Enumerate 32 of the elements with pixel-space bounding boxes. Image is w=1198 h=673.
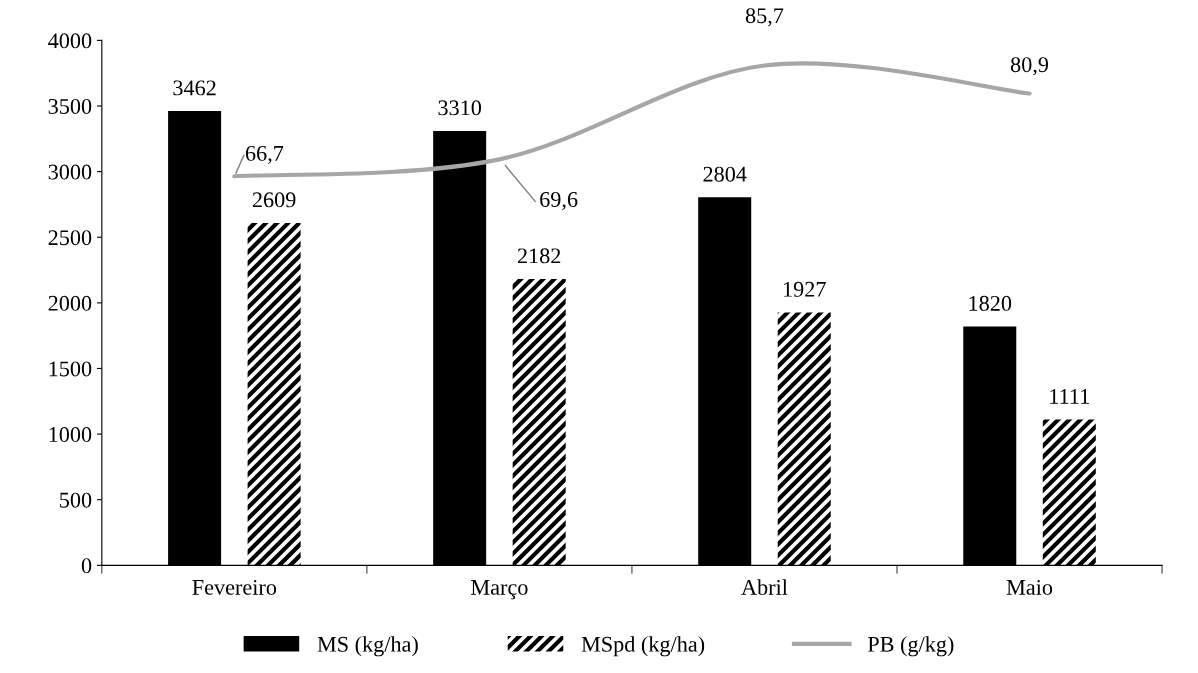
data-label: 2182	[517, 248, 561, 264]
y-tick-label: 1500	[49, 361, 92, 377]
data-label: 69,6	[540, 191, 578, 211]
x-tick-label: Maio	[1006, 579, 1053, 595]
y-tick-label: 3500	[48, 98, 92, 114]
y-tick-label: 2000	[48, 295, 92, 311]
y-tick-label: 0	[81, 558, 92, 574]
x-tick-label: Fevereiro	[192, 579, 277, 595]
bar	[1042, 419, 1096, 566]
data-label: 2609	[252, 192, 296, 208]
data-label: 1111	[1050, 389, 1089, 404]
bar	[777, 312, 831, 566]
x-tick-label: Março	[471, 580, 528, 600]
bar	[247, 222, 301, 566]
y-tick-label: 3000	[48, 164, 92, 180]
y-tick-label: 1000	[49, 427, 92, 443]
data-label: 66,7	[245, 145, 284, 165]
data-label: 80,9	[1010, 57, 1049, 76]
data-label: 1820	[969, 295, 1012, 311]
data-label: 1927	[783, 281, 826, 297]
legend-label: MSpd (kg/ha)	[581, 636, 705, 657]
y-tick-label: 500	[60, 492, 92, 508]
y-tick-label: 4000	[48, 33, 92, 49]
data-label: 3310	[438, 100, 482, 116]
legend-label: PB (g/kg)	[867, 636, 954, 657]
data-label: 2804	[703, 166, 747, 182]
data-label: 85,7	[745, 8, 784, 27]
legend-label: MS (kg/ha)	[317, 636, 418, 657]
bar	[512, 278, 566, 566]
data-label: 3462	[173, 80, 216, 96]
x-tick-label: Abril	[741, 579, 788, 595]
y-tick-label: 2500	[48, 230, 92, 246]
